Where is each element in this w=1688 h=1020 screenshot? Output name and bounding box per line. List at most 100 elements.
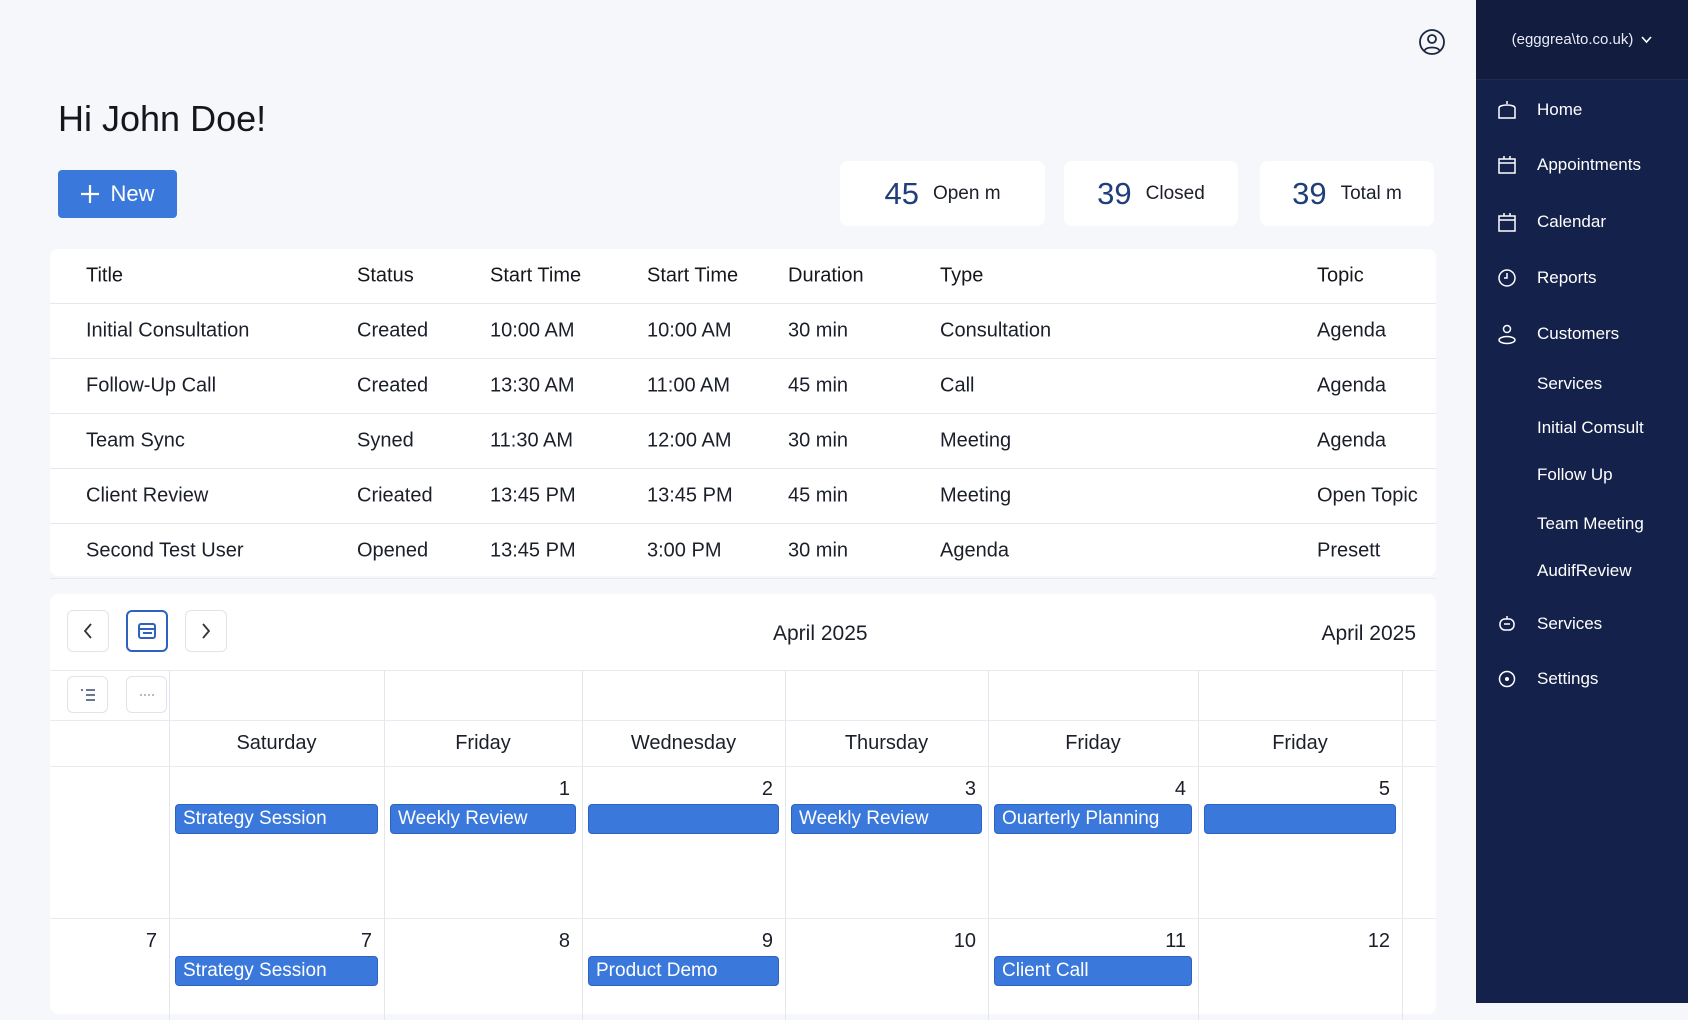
calendar-event[interactable]: Weekly Review bbox=[390, 804, 576, 834]
home-icon bbox=[1498, 101, 1516, 119]
clock-icon bbox=[1498, 269, 1516, 287]
services-icon bbox=[1499, 616, 1515, 631]
stat-value: 39 bbox=[1097, 175, 1132, 211]
day-header bbox=[50, 721, 169, 766]
stat-value: 45 bbox=[884, 175, 919, 211]
sidebar-item-follow-up[interactable]: Follow Up bbox=[1476, 458, 1688, 492]
grid-line bbox=[50, 918, 1436, 919]
sidebar-item-label: Customers bbox=[1537, 324, 1620, 343]
calendar-event[interactable] bbox=[1204, 804, 1396, 834]
prev-month-button[interactable] bbox=[67, 610, 109, 652]
sidebar-item-team-meeting[interactable]: Team Meeting bbox=[1476, 507, 1688, 541]
day-header: Saturday bbox=[236, 732, 317, 754]
next-month-button[interactable] bbox=[185, 610, 227, 652]
sidebar-item-label: Appointments bbox=[1537, 155, 1641, 174]
column-header: Start Time bbox=[490, 264, 582, 287]
table-cell: 30 min bbox=[788, 539, 849, 562]
table-cell: 13:45 PM bbox=[490, 484, 576, 507]
day-number[interactable]: 7 bbox=[145, 930, 157, 952]
calendar-event[interactable]: Product Demo bbox=[588, 956, 779, 986]
day-number[interactable]: 1 bbox=[558, 778, 570, 800]
table-cell: 30 min bbox=[788, 429, 849, 452]
column-header: Duration bbox=[788, 264, 864, 287]
day-header: Wednesday bbox=[630, 732, 737, 754]
sidebar-item-label: Follow Up bbox=[1537, 465, 1613, 484]
table-row[interactable]: Initial Consultation Created 10:00 AM 10:00… bbox=[50, 304, 1436, 359]
day-number[interactable]: 8 bbox=[558, 930, 570, 952]
sidebar-item-customers[interactable]: Customers bbox=[1476, 317, 1688, 351]
sidebar-item-services[interactable]: Services bbox=[1476, 607, 1688, 641]
new-button[interactable]: New bbox=[58, 170, 177, 218]
day-number[interactable]: 11 bbox=[1165, 930, 1186, 952]
new-button-label: New bbox=[110, 181, 155, 206]
sidebar-item-audifreview[interactable]: AudifReview bbox=[1476, 554, 1688, 588]
table-cell: 10:00 AM bbox=[490, 319, 575, 342]
more-options-button[interactable] bbox=[126, 676, 167, 713]
calendar-event[interactable]: Weekly Review bbox=[791, 804, 982, 834]
calendar-view-icon bbox=[138, 623, 156, 639]
grid-line bbox=[582, 670, 583, 1020]
list-view-button[interactable] bbox=[67, 676, 108, 713]
account-switcher[interactable]: (egggrea\to.co.uk) bbox=[1476, 0, 1688, 80]
divider bbox=[50, 670, 1436, 671]
calendar-event[interactable] bbox=[588, 804, 779, 834]
column-header: Topic bbox=[1317, 264, 1364, 287]
day-number[interactable]: 4 bbox=[1174, 778, 1186, 800]
table-cell: 10:00 AM bbox=[647, 319, 732, 342]
table-cell: Open Topic bbox=[1317, 484, 1418, 507]
table-cell: Follow-Up Call bbox=[86, 374, 217, 397]
sidebar-item-settings[interactable]: Settings bbox=[1476, 662, 1688, 696]
column-header: Type bbox=[940, 264, 984, 287]
table-cell: Call bbox=[940, 374, 975, 397]
day-number[interactable]: 7 bbox=[360, 930, 372, 952]
table-cell: Meeting bbox=[940, 429, 1012, 452]
table-row[interactable]: Second Test User Opened 13:45 PM 3:00 PM 30 … bbox=[50, 524, 1436, 579]
column-header: Start Time bbox=[647, 264, 739, 287]
user-profile-icon[interactable] bbox=[1418, 28, 1446, 56]
day-number[interactable]: 5 bbox=[1378, 778, 1390, 800]
day-number[interactable]: 12 bbox=[1367, 930, 1390, 952]
table-row[interactable]: Team Sync Syned 11:30 AM 12:00 AM 30 min Meet… bbox=[50, 414, 1436, 469]
stat-closed: 39 Closed bbox=[1064, 161, 1238, 226]
chevron-down-icon bbox=[1641, 35, 1652, 43]
table-cell: 45 min bbox=[788, 484, 849, 507]
calendar-event[interactable]: Strategy Session bbox=[175, 804, 378, 834]
sidebar-item-calendar[interactable]: Calendar bbox=[1476, 205, 1688, 239]
table-cell: Meeting bbox=[940, 484, 1012, 507]
stat-total: 39 Total m bbox=[1260, 161, 1434, 226]
table-cell: 30 min bbox=[788, 319, 849, 342]
day-number[interactable]: 9 bbox=[761, 930, 773, 952]
sidebar-item-label: Services bbox=[1537, 374, 1603, 393]
sidebar-item-label: Reports bbox=[1537, 268, 1597, 287]
gear-icon bbox=[1498, 670, 1516, 688]
grid-line bbox=[785, 670, 786, 1020]
stat-label: Open m bbox=[932, 182, 1001, 204]
chevron-left-icon bbox=[83, 623, 92, 639]
sidebar-item-initial-comsult[interactable]: Initial Comsult bbox=[1476, 411, 1688, 445]
month-label: April 2025 bbox=[773, 622, 868, 645]
sidebar-item-label: Home bbox=[1537, 100, 1583, 119]
table-cell: Agenda bbox=[1317, 319, 1386, 342]
table-cell: Client Review bbox=[86, 484, 209, 507]
appointments-table: Title Status Start Time Start Time Duration T… bbox=[50, 249, 1436, 579]
table-row[interactable]: Client Review Crieated 13:45 PM 13:45 PM 45 … bbox=[50, 469, 1436, 524]
table-row[interactable]: Follow-Up Call Created 13:30 AM 11:00 AM 45 … bbox=[50, 359, 1436, 414]
calendar-event[interactable]: Client Call bbox=[994, 956, 1192, 986]
calendar-event[interactable]: Ouarterly Planning bbox=[994, 804, 1192, 834]
table-header: Title Status Start Time Start Time Duration T… bbox=[50, 249, 1436, 304]
day-number[interactable]: 10 bbox=[953, 930, 976, 952]
calendar-box-icon bbox=[1498, 156, 1516, 174]
sidebar-item-home[interactable]: Home bbox=[1476, 93, 1688, 127]
grid-line bbox=[169, 670, 170, 1020]
table-cell: 11:00 AM bbox=[647, 374, 731, 397]
table-cell: Agenda bbox=[1317, 429, 1386, 452]
sidebar-item-services[interactable]: Services bbox=[1476, 367, 1688, 401]
sidebar-item-reports[interactable]: Reports bbox=[1476, 261, 1688, 295]
sidebar-item-appointments[interactable]: Appointments bbox=[1476, 148, 1688, 182]
day-number[interactable]: 3 bbox=[964, 778, 976, 800]
calendar-event[interactable]: Strategy Session bbox=[175, 956, 378, 986]
chevron-right-icon bbox=[202, 623, 211, 639]
sidebar: (egggrea\to.co.uk) Home Appointments Calen… bbox=[1476, 0, 1688, 1003]
view-toggle-button[interactable] bbox=[126, 610, 168, 652]
day-number[interactable]: 2 bbox=[761, 778, 773, 800]
